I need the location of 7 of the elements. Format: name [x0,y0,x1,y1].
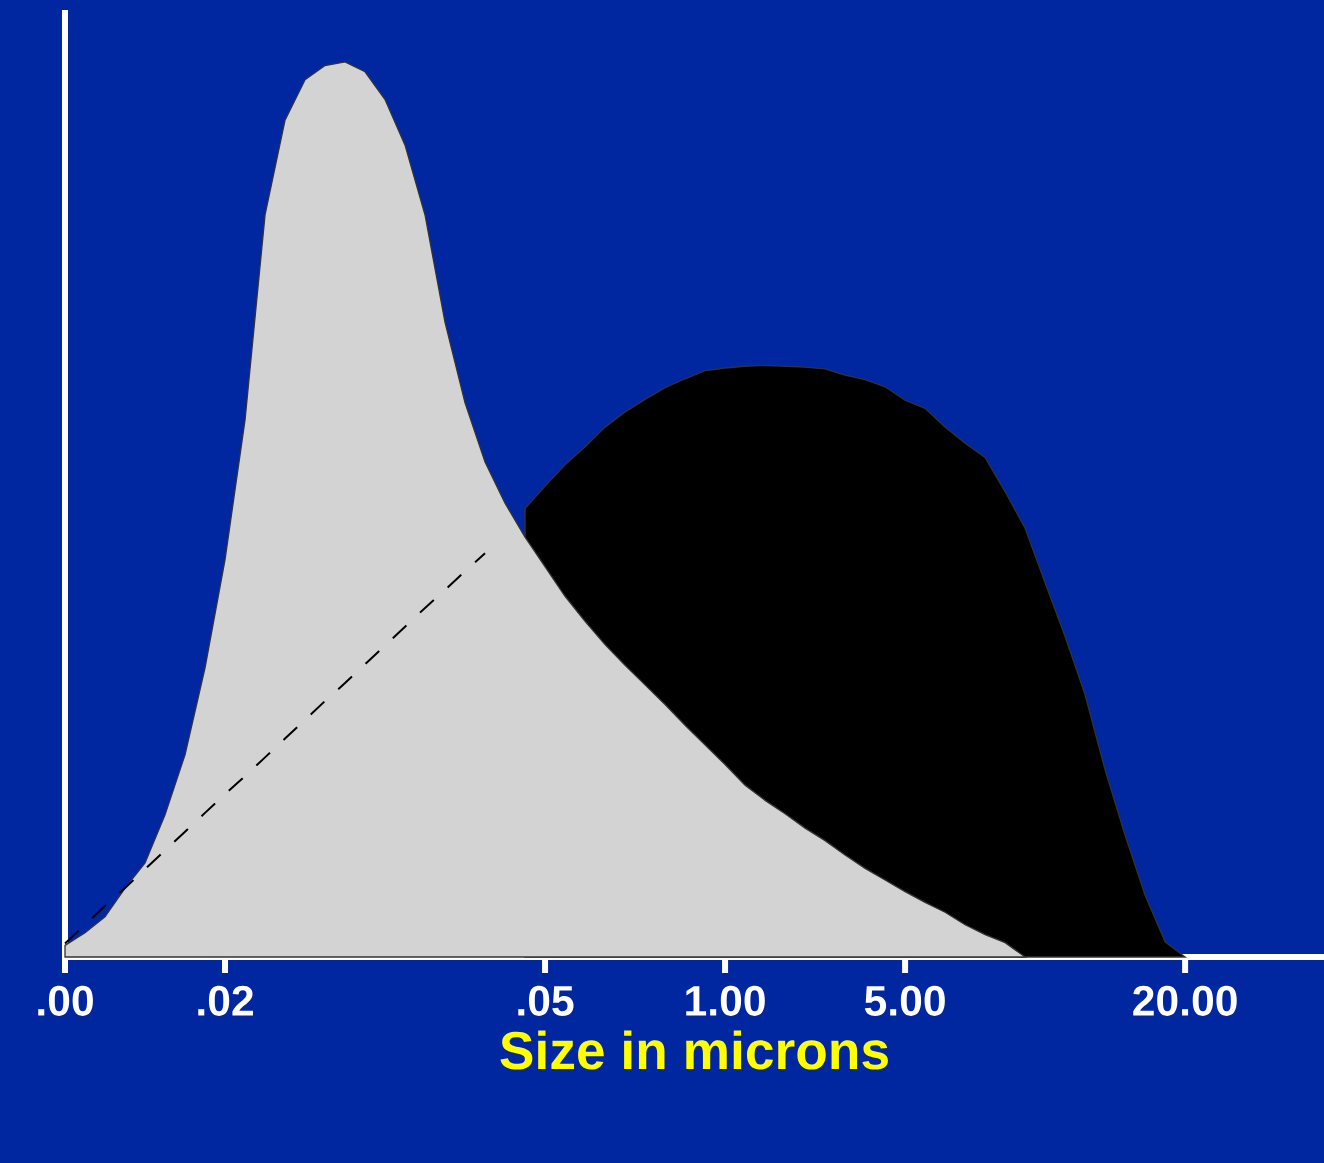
x-axis-title: Size in microns [500,1030,888,1070]
x-tick-label: .00 [38,985,93,1016]
x-tick-label: 20.00 [1133,985,1237,1016]
x-tick-label: .05 [518,985,574,1016]
x-tick-label: 5.00 [864,985,945,1016]
x-tick-label: 1.00 [686,985,765,1016]
x-tick-label: .02 [198,985,253,1016]
